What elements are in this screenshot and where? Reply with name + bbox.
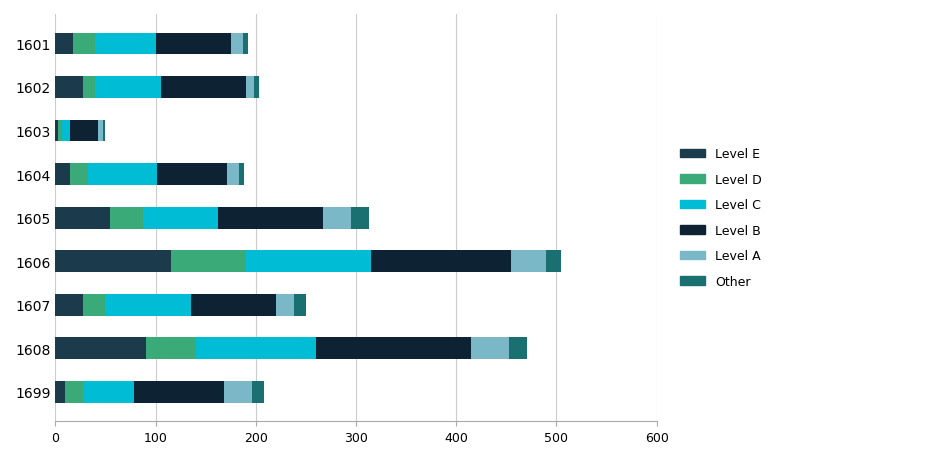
Bar (95, 77, 160, 99)
Bar (294, 294, 306, 316)
Bar (145, 338, 195, 359)
Bar (56, 120, 59, 142)
Bar (56, 34, 74, 55)
Bar (56, 338, 145, 359)
Bar (171, 251, 245, 273)
Bar (110, 207, 143, 229)
Bar (83, 294, 106, 316)
Bar (371, 251, 511, 273)
Bar (59, 120, 62, 142)
Bar (224, 381, 251, 403)
Bar (546, 251, 561, 273)
Bar (98, 120, 103, 142)
Bar (276, 294, 294, 316)
Bar (509, 338, 527, 359)
Bar (56, 207, 110, 229)
Bar (251, 381, 263, 403)
Bar (195, 338, 315, 359)
Bar (103, 120, 106, 142)
Bar (56, 381, 65, 403)
Bar (245, 251, 371, 273)
Bar (160, 77, 245, 99)
Bar (70, 164, 89, 185)
Bar (83, 381, 133, 403)
Bar (217, 207, 323, 229)
Bar (143, 207, 217, 229)
Bar (245, 77, 254, 99)
Bar (56, 77, 83, 99)
Bar (227, 164, 239, 185)
Bar (62, 120, 70, 142)
Bar (243, 34, 247, 55)
Bar (230, 34, 243, 55)
Bar (95, 34, 156, 55)
Bar (70, 120, 98, 142)
Bar (74, 34, 95, 55)
Bar (315, 338, 471, 359)
Bar (133, 381, 224, 403)
Bar (56, 251, 171, 273)
Bar (156, 34, 230, 55)
Bar (323, 207, 350, 229)
Bar (254, 77, 259, 99)
Bar (191, 294, 276, 316)
Bar (239, 164, 244, 185)
Bar (65, 381, 83, 403)
Bar (56, 294, 83, 316)
Bar (106, 294, 191, 316)
Legend: Level E, Level D, Level C, Level B, Level A, Other: Level E, Level D, Level C, Level B, Leve… (674, 143, 766, 293)
Bar (56, 164, 70, 185)
Bar (83, 77, 95, 99)
Bar (471, 338, 509, 359)
Bar (89, 164, 157, 185)
Bar (157, 164, 227, 185)
Bar (511, 251, 546, 273)
Bar (350, 207, 369, 229)
